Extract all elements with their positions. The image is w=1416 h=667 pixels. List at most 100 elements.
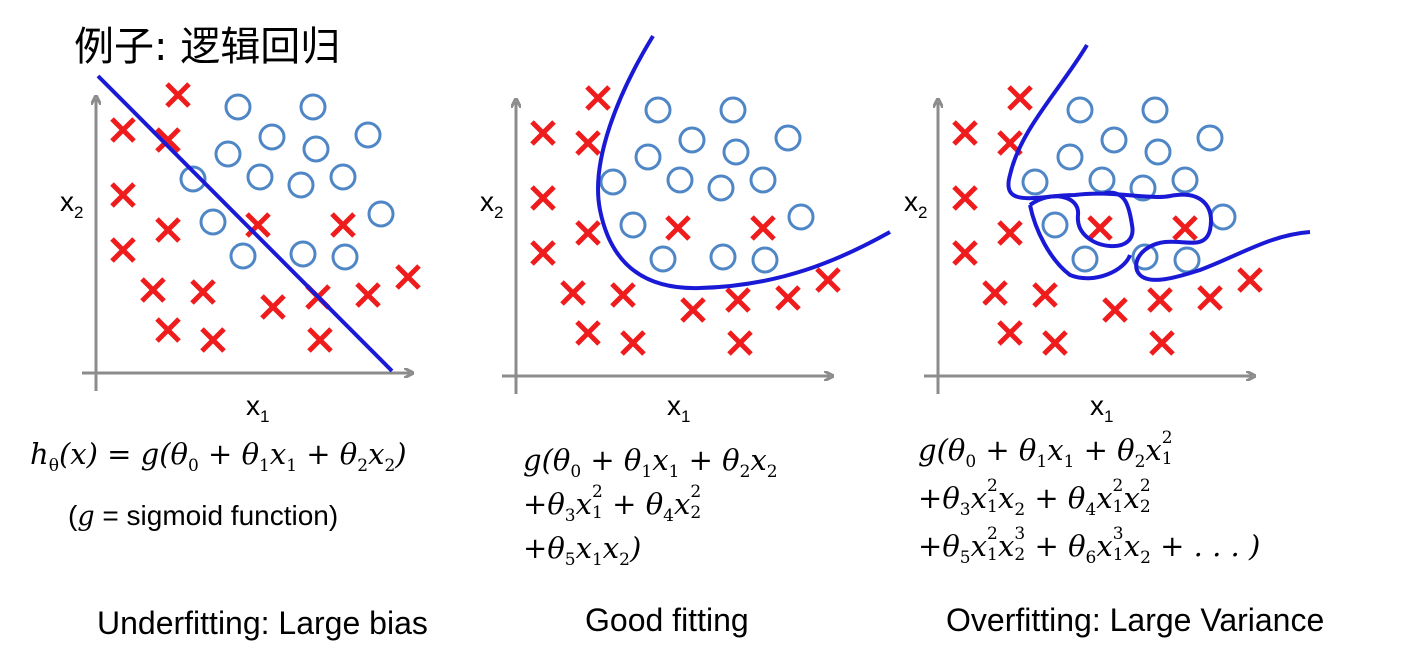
data-point-cross [530,240,556,266]
overfit-decision-boundary [1006,43,1311,282]
x-axis-label: x1 [1090,390,1114,426]
caption-overfitting: Overfitting: Large Variance [946,602,1325,638]
data-point-circle [1100,126,1128,154]
data-point-circle [751,246,779,274]
data-point-circle [367,200,395,228]
data-point-circle [1141,96,1169,124]
data-point-cross [1197,285,1223,311]
hypothesis-formula-linear: hθ(x) = g(θ0 + θ1x1 + θ2x2) [30,437,407,476]
hypothesis-formula-quadratic-line2: +θ3x 2 1 + θ4x 2 2 [523,482,702,526]
data-point-cross [110,237,136,263]
data-point-cross [997,220,1023,246]
data-point-circle [1131,243,1159,271]
data-point-cross [355,282,381,308]
data-point-circle [649,245,677,273]
hypothesis-formula-poly-line3: +θ5x 2 1 x 3 2 + θ6x 3 1 x2 + . . . ) [918,524,1261,568]
data-point-circle [1066,96,1094,124]
data-point-circle [787,203,815,231]
data-point-cross [680,297,706,323]
data-point-cross [952,185,978,211]
data-point-circle [1129,174,1157,202]
data-point-circle [1088,166,1116,194]
data-point-cross [1149,330,1175,356]
data-point-circle [1173,246,1201,274]
data-point-cross [1087,215,1113,241]
data-point-cross [585,85,611,111]
data-point-cross [952,120,978,146]
y-axis-label: x2 [60,186,84,222]
data-point-cross [260,294,286,320]
data-point-cross [575,320,601,346]
data-point-circle [302,135,330,163]
data-point-cross [997,320,1023,346]
hypothesis-formula-poly-line1: g(θ0 + θ1x1 + θ2x 2 1 [918,428,1173,472]
data-point-cross [620,330,646,356]
data-point-circle [1209,203,1237,231]
data-point-cross [665,215,691,241]
data-point-circle [246,163,274,191]
data-point-circle [354,121,382,149]
data-point-cross [575,220,601,246]
data-point-circle [214,140,242,168]
data-point-cross [1172,215,1198,241]
data-point-circle [329,163,357,191]
data-point-cross [1032,282,1058,308]
linear-decision-boundary [96,74,394,373]
data-point-circle [1056,143,1084,171]
hypothesis-formula-quadratic-line1: g(θ0 + θ1x1 + θ2x2 [523,443,778,482]
data-point-circle [634,143,662,171]
underfitting-panel [82,74,421,391]
data-point-circle [1196,124,1224,152]
data-point-cross [1237,267,1263,293]
y-axis-label: x2 [904,186,928,222]
data-point-cross [155,317,181,343]
data-point-circle [1144,138,1172,166]
data-point-circle [599,168,627,196]
data-point-cross [165,82,191,108]
overfitting-panel [924,43,1311,394]
data-point-cross [727,330,753,356]
data-point-circle [666,166,694,194]
caption-underfitting: Underfitting: Large bias [97,605,428,641]
data-point-cross [200,327,226,353]
quadratic-decision-boundary [596,34,891,291]
data-point-circle [229,242,257,270]
data-point-cross [725,287,751,313]
data-point-circle [258,123,286,151]
data-point-circle [1071,245,1099,273]
data-point-circle [179,165,207,193]
data-point-cross [530,185,556,211]
y-axis-label: x2 [480,186,504,222]
data-point-cross [245,212,271,238]
data-point-circle [287,171,315,199]
data-point-cross [190,279,216,305]
data-point-cross [1102,297,1128,323]
data-point-circle [1021,168,1049,196]
slide-title: 例子: 逻辑回归 [74,24,341,70]
data-point-cross [140,277,166,303]
caption-good-fitting: Good fitting [585,602,749,638]
data-point-cross [1007,85,1033,111]
data-point-circle [289,240,317,268]
data-point-circle [707,174,735,202]
data-point-circle [331,243,359,271]
hypothesis-formula-quadratic-line3: +θ5x1x2) [523,531,642,570]
data-point-circle [774,124,802,152]
data-point-circle [644,96,672,124]
data-point-cross [575,130,601,156]
data-point-cross [610,282,636,308]
data-point-cross [815,267,841,293]
data-point-circle [299,93,327,121]
data-point-cross [330,212,356,238]
data-point-circle [678,126,706,154]
data-point-circle [1171,166,1199,194]
data-point-cross [560,280,586,306]
data-point-cross [110,117,136,143]
data-point-circle [224,93,252,121]
data-point-circle [199,208,227,236]
overfit-decision-boundary-loop [1028,190,1135,281]
data-point-circle [749,166,777,194]
hypothesis-formula-poly-line2: +θ3x 2 1 x2 + θ4x 2 1 x 2 2 [918,476,1151,520]
data-point-cross [155,127,181,153]
